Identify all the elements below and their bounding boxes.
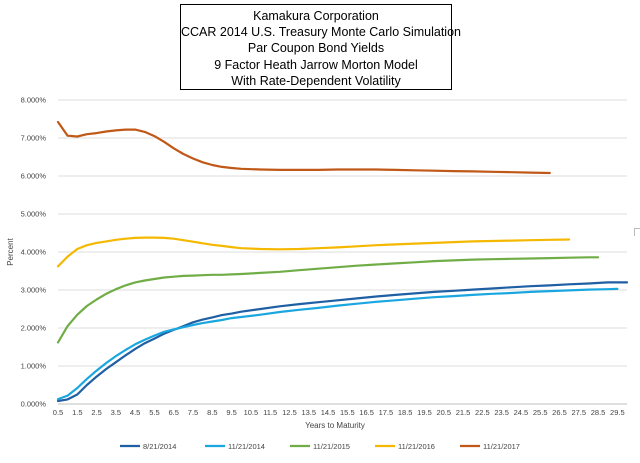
y-tick-label: 4.000% <box>21 248 47 257</box>
x-axis-title: Years to Maturity <box>305 421 365 430</box>
x-tick-label: 6.5 <box>169 408 179 417</box>
x-tick-label: 4.5 <box>130 408 140 417</box>
series-line <box>56 287 619 401</box>
chart-title-line-3: Par Coupon Bond Yields <box>247 41 385 56</box>
series-lines <box>56 120 629 403</box>
x-tick-label: 21.5 <box>456 408 471 417</box>
x-tick-label: 7.5 <box>188 408 198 417</box>
x-tick-label: 27.5 <box>571 408 586 417</box>
chart-title-box: Kamakura Corporation CCAR 2014 U.S. Trea… <box>180 4 461 90</box>
x-tick-label: 14.5 <box>321 408 336 417</box>
x-tick-label: 5.5 <box>149 408 159 417</box>
x-tick-label: 10.5 <box>244 408 259 417</box>
legend-label: 11/21/2015 <box>313 442 350 451</box>
x-tick-label: 15.5 <box>340 408 355 417</box>
x-tick-label: 26.5 <box>552 408 567 417</box>
chart-title-line-5: With Rate-Dependent Volatility <box>231 73 401 88</box>
x-tick-label: 3.5 <box>111 408 121 417</box>
x-tick-label: 9.5 <box>226 408 236 417</box>
x-tick-label: 17.5 <box>379 408 394 417</box>
edge-mark <box>634 228 640 236</box>
chart-title-line-2: CCAR 2014 U.S. Treasury Monte Carlo Simu… <box>181 25 461 40</box>
x-tick-label: 18.5 <box>398 408 413 417</box>
series-line <box>56 236 571 268</box>
x-tick-label: 11.5 <box>263 408 277 417</box>
y-tick-label: 0.000% <box>21 400 47 409</box>
y-tick-label: 8.000% <box>21 96 47 105</box>
gridlines <box>58 99 627 405</box>
x-tick-label: 23.5 <box>494 408 509 417</box>
x-tick-label: 8.5 <box>207 408 217 417</box>
x-tick-label: 13.5 <box>301 408 316 417</box>
x-tick-label: 28.5 <box>591 408 606 417</box>
legend-label: 11/21/2016 <box>398 442 435 451</box>
y-tick-label: 2.000% <box>21 324 47 333</box>
y-tick-label: 6.000% <box>21 172 47 181</box>
x-tick-label: 12.5 <box>282 408 297 417</box>
x-tick-label: 29.5 <box>610 408 625 417</box>
x-tick-label: 2.5 <box>91 408 101 417</box>
x-tick-label: 19.5 <box>417 408 432 417</box>
series-line <box>56 256 600 344</box>
x-tick-label: 25.5 <box>533 408 548 417</box>
x-tick-label: 20.5 <box>436 408 451 417</box>
legend-label: 11/21/2017 <box>483 442 520 451</box>
x-tick-label: 0.5 <box>53 408 63 417</box>
y-axis-ticks: 0.000% 1.000% 2.000% 3.000% 4.000% 5.000% 6.00… <box>21 96 47 409</box>
series-line <box>56 281 629 403</box>
y-axis-title: Percent <box>6 237 15 265</box>
x-tick-label: 16.5 <box>359 408 374 417</box>
y-tick-label: 5.000% <box>21 210 47 219</box>
y-tick-label: 3.000% <box>21 286 47 295</box>
legend-label: 8/21/2014 <box>143 442 176 451</box>
legend: 8/21/2014 11/21/2014 11/21/2015 11/21/2016 1… <box>120 442 520 451</box>
y-tick-label: 1.000% <box>21 362 47 371</box>
x-axis-ticks: 0.5 1.5 2.5 3.5 4.5 5.5 6.5 7.5 8.5 9.5 10.5 11.5 12… <box>53 408 625 417</box>
legend-label: 11/21/2014 <box>228 442 265 451</box>
y-tick-label: 7.000% <box>21 134 47 143</box>
series-line <box>56 120 551 175</box>
x-tick-label: 1.5 <box>72 408 82 417</box>
x-tick-label: 24.5 <box>514 408 529 417</box>
x-tick-label: 22.5 <box>475 408 490 417</box>
chart-title-line-1: Kamakura Corporation <box>253 9 379 23</box>
chart-title-line-4: 9 Factor Heath Jarrow Morton Model <box>214 57 418 72</box>
